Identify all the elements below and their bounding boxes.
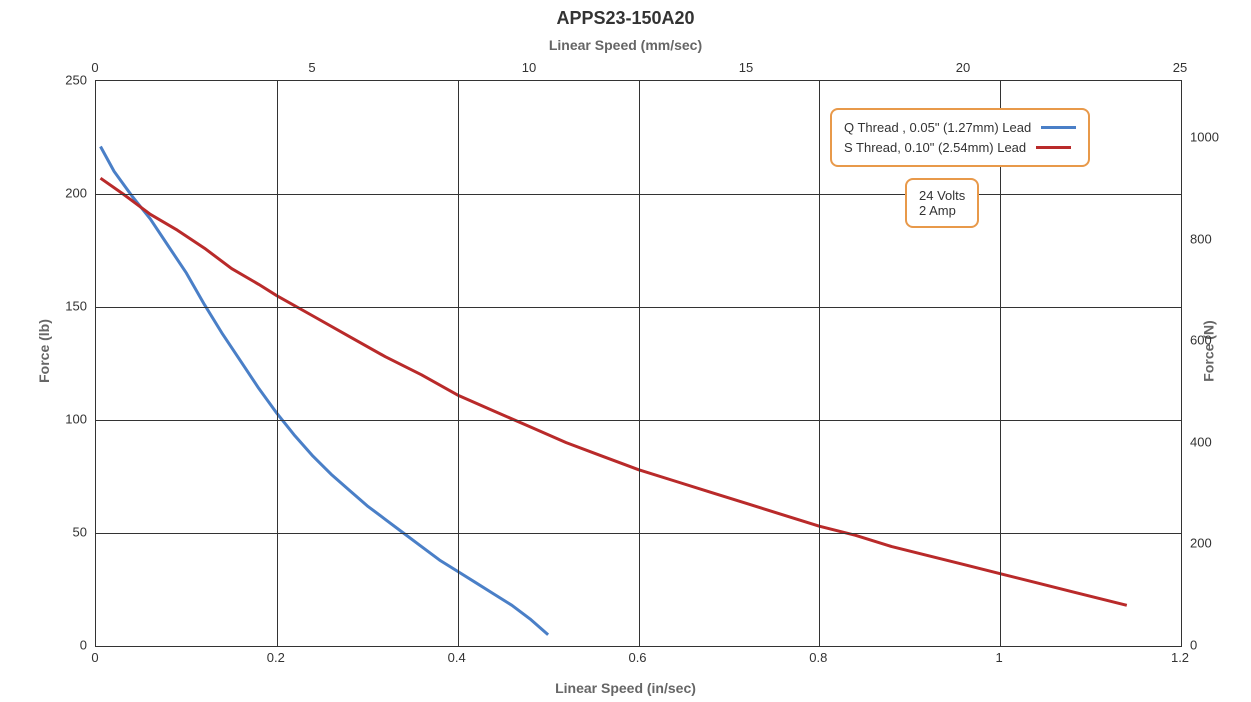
legend-voltage: 24 Volts <box>919 188 965 203</box>
left-axis-label: Force (lb) <box>36 319 52 383</box>
legend-s-swatch <box>1036 146 1071 149</box>
tick-left: 100 <box>47 412 87 427</box>
legend-q-swatch <box>1041 126 1076 129</box>
legend-conditions-box: 24 Volts 2 Amp <box>905 178 979 228</box>
tick-top: 20 <box>956 60 970 75</box>
series-s-thread <box>101 178 1127 605</box>
tick-bottom: 0.2 <box>267 650 285 665</box>
tick-left: 50 <box>47 525 87 540</box>
bottom-axis-label: Linear Speed (in/sec) <box>0 680 1251 696</box>
tick-bottom: 0.6 <box>628 650 646 665</box>
right-axis-label: Force (N) <box>1200 320 1216 381</box>
tick-left: 200 <box>47 186 87 201</box>
tick-right: 800 <box>1190 231 1212 246</box>
tick-bottom: 0.4 <box>448 650 466 665</box>
grid-line-v <box>819 81 820 646</box>
legend-q-label: Q Thread , 0.05" (1.27mm) Lead <box>844 118 1031 138</box>
grid-line-v <box>277 81 278 646</box>
grid-line-v <box>639 81 640 646</box>
legend-s-label: S Thread, 0.10" (2.54mm) Lead <box>844 138 1026 158</box>
chart-title: APPS23-150A20 <box>0 8 1251 29</box>
tick-right: 600 <box>1190 333 1212 348</box>
tick-right: 1000 <box>1190 129 1219 144</box>
tick-bottom: 1.2 <box>1171 650 1189 665</box>
series-q-thread <box>101 147 549 635</box>
tick-top: 25 <box>1173 60 1187 75</box>
tick-bottom: 0.8 <box>809 650 827 665</box>
tick-top: 10 <box>522 60 536 75</box>
grid-line-h <box>96 533 1181 534</box>
tick-right: 0 <box>1190 638 1197 653</box>
tick-bottom: 1 <box>996 650 1003 665</box>
chart-container: APPS23-150A20 Linear Speed (mm/sec) Line… <box>0 0 1251 702</box>
grid-line-h <box>96 307 1181 308</box>
grid-line-h <box>96 194 1181 195</box>
tick-left: 250 <box>47 73 87 88</box>
tick-right: 200 <box>1190 536 1212 551</box>
tick-bottom: 0 <box>91 650 98 665</box>
tick-left: 0 <box>47 638 87 653</box>
tick-top: 5 <box>308 60 315 75</box>
tick-right: 400 <box>1190 434 1212 449</box>
legend-series-box: Q Thread , 0.05" (1.27mm) Lead S Thread,… <box>830 108 1090 167</box>
top-axis-label: Linear Speed (mm/sec) <box>0 37 1251 53</box>
grid-line-v <box>458 81 459 646</box>
legend-row-s: S Thread, 0.10" (2.54mm) Lead <box>844 138 1076 158</box>
grid-line-h <box>96 420 1181 421</box>
legend-current: 2 Amp <box>919 203 965 218</box>
tick-top: 0 <box>91 60 98 75</box>
tick-left: 150 <box>47 299 87 314</box>
legend-row-q: Q Thread , 0.05" (1.27mm) Lead <box>844 118 1076 138</box>
tick-top: 15 <box>739 60 753 75</box>
